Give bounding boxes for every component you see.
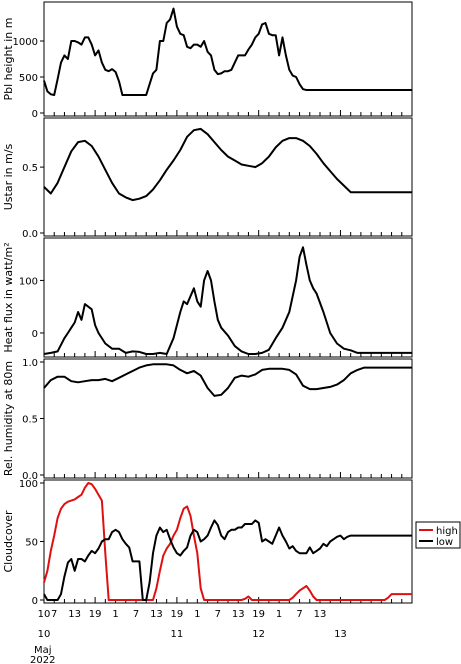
- series-line-heatflux-0: [43, 246, 412, 355]
- x-tick-label-7: 19: [171, 609, 184, 620]
- y-axis-label-rh: Rel. humidity at 80m: [2, 361, 15, 476]
- month-label: Maj: [34, 645, 52, 656]
- day-label-13: 13: [334, 629, 347, 640]
- y-tick-label-ustar-0: 0.0: [22, 229, 38, 240]
- y-axis-label-ustar: Ustar in m/s: [2, 143, 15, 210]
- y-tick-label-pbl-1: 500: [19, 73, 38, 84]
- x-tick-label-10: 13: [232, 609, 245, 620]
- panel-frame-pbl: [43, 1, 413, 117]
- legend-label-low: low: [436, 537, 453, 548]
- x-tick-label-13: 7: [296, 609, 302, 620]
- y-tick-label-ustar-1: 0.5: [22, 163, 38, 174]
- x-tick-label-12: 1: [276, 609, 282, 620]
- x-tick-label-0: 10: [38, 609, 51, 620]
- x-tick-label-1: 7: [51, 609, 57, 620]
- x-tick-label-3: 19: [89, 609, 102, 620]
- legend-box: [415, 521, 461, 549]
- x-tick-label-4: 1: [112, 609, 118, 620]
- x-tick-label-14: 13: [314, 609, 327, 620]
- y-tick-label-pbl-2: 1000: [13, 37, 38, 48]
- y-tick-label-cloud-2: 100: [19, 479, 38, 490]
- series-line-pbl-0: [43, 7, 412, 96]
- x-tick-label-8: 1: [194, 609, 200, 620]
- year-label: 2022: [30, 655, 55, 664]
- y-tick-label-rh-1: 0.5: [22, 415, 38, 426]
- y-tick-label-heatflux-0: 0: [32, 329, 38, 340]
- panel-frame-cloud: [43, 479, 413, 604]
- day-label-10: 10: [38, 629, 51, 640]
- y-tick-label-rh-2: 1.0: [22, 358, 38, 369]
- legend-label-high: high: [436, 526, 458, 537]
- series-line-cloud-low: [43, 519, 412, 601]
- day-label-12: 12: [252, 629, 265, 640]
- x-tick-label-9: 7: [215, 609, 221, 620]
- x-tick-label-2: 13: [68, 609, 81, 620]
- series-line-rh-0: [43, 363, 412, 397]
- y-axis-label-heatflux: Heat flux in watt/m²: [2, 242, 15, 352]
- y-axis-label-cloud: Cloudcover: [2, 510, 15, 572]
- panel-frame-rh: [43, 358, 413, 479]
- x-tick-label-6: 13: [150, 609, 163, 620]
- y-tick-label-cloud-1: 50: [25, 538, 38, 549]
- x-tick-label-5: 7: [133, 609, 139, 620]
- x-tick-label-11: 19: [252, 609, 265, 620]
- y-tick-label-cloud-0: 0: [32, 596, 38, 607]
- y-tick-label-pbl-0: 0: [32, 109, 38, 120]
- y-tick-label-heatflux-1: 100: [19, 276, 38, 287]
- series-line-cloud-high: [43, 482, 412, 601]
- y-tick-label-rh-0: 0.0: [22, 471, 38, 482]
- series-line-ustar-0: [43, 127, 412, 202]
- day-label-11: 11: [171, 629, 184, 640]
- panel-frame-heatflux: [43, 237, 413, 358]
- y-axis-label-pbl: Pbl height in m: [2, 18, 15, 101]
- panel-frame-ustar: [43, 117, 413, 237]
